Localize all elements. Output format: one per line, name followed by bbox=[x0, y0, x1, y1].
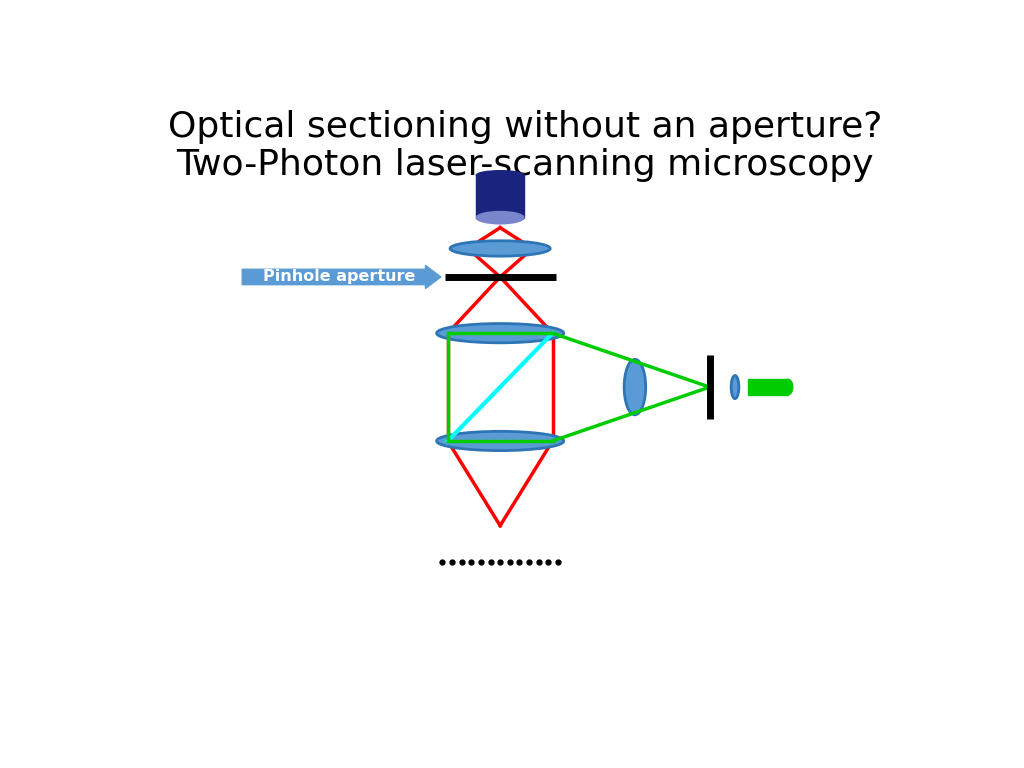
Ellipse shape bbox=[625, 359, 646, 415]
Bar bbox=[476, 175, 524, 217]
Text: Pinhole aperture: Pinhole aperture bbox=[263, 270, 416, 284]
Text: Optical sectioning without an aperture?: Optical sectioning without an aperture? bbox=[168, 110, 882, 144]
Ellipse shape bbox=[436, 432, 563, 451]
Ellipse shape bbox=[783, 379, 793, 395]
Ellipse shape bbox=[476, 211, 524, 223]
Text: Two-Photon laser-scanning microscopy: Two-Photon laser-scanning microscopy bbox=[176, 148, 873, 182]
Ellipse shape bbox=[451, 241, 550, 257]
FancyArrow shape bbox=[243, 266, 441, 289]
Bar bbox=[749, 379, 788, 395]
Ellipse shape bbox=[731, 376, 739, 399]
Ellipse shape bbox=[476, 170, 524, 180]
Ellipse shape bbox=[436, 323, 563, 343]
